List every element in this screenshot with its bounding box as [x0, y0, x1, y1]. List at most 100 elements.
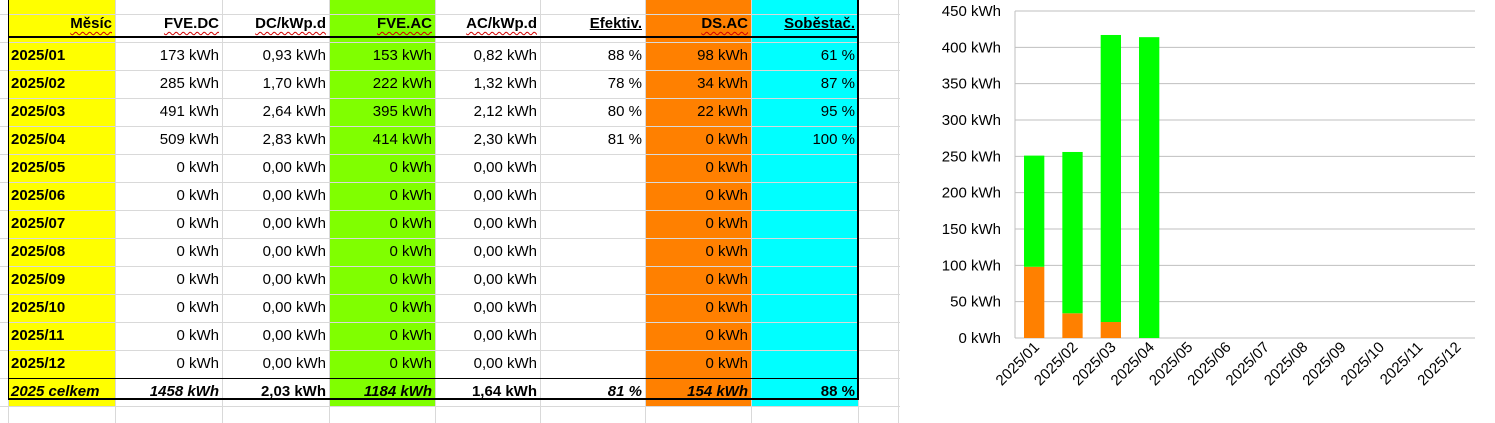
total-dc-kwp[interactable]: 2,03 kWh	[260, 383, 326, 400]
cell-fve-dc[interactable]: 0 kWh	[176, 355, 219, 372]
cell-dc-kwp[interactable]: 0,00 kWh	[262, 299, 326, 316]
cell-dc-kwp[interactable]: 0,00 kWh	[262, 355, 326, 372]
header-fve-ac[interactable]: FVE.AC	[376, 15, 432, 32]
cell-fve-dc[interactable]: 173 kWh	[159, 47, 219, 64]
cell-dc-kwp[interactable]: 2,64 kWh	[262, 103, 326, 120]
header-dc-kwp[interactable]: DC/kWp.d	[255, 15, 326, 32]
cell-sobestac[interactable]	[751, 322, 858, 350]
cell-fve-ac[interactable]: 153 kWh	[372, 47, 432, 64]
cell-sobestac[interactable]	[751, 182, 858, 210]
row-month-cell[interactable]: 2025/09	[11, 271, 66, 288]
cell-ds-ac[interactable]: 0 kWh	[705, 355, 748, 372]
cell-sobestac[interactable]: 100 %	[812, 131, 855, 148]
cell-ac-kwp[interactable]: 0,00 kWh	[473, 243, 537, 260]
cell-ac-kwp[interactable]: 0,00 kWh	[473, 271, 537, 288]
cell-dc-kwp[interactable]: 1,70 kWh	[262, 75, 326, 92]
cell-ds-ac[interactable]: 0 kWh	[705, 271, 748, 288]
cell-sobestac[interactable]	[751, 350, 858, 378]
cell-fve-dc[interactable]: 0 kWh	[176, 159, 219, 176]
cell-ac-kwp[interactable]: 2,30 kWh	[473, 131, 537, 148]
cell-ds-ac[interactable]: 0 kWh	[705, 327, 748, 344]
total-sobestac[interactable]: 88 %	[820, 383, 855, 400]
header-fve-dc[interactable]: FVE.DC	[163, 15, 219, 32]
cell-efektiv[interactable]: 88 %	[607, 47, 642, 64]
cell-ds-ac[interactable]: 0 kWh	[705, 131, 748, 148]
total-efektiv[interactable]: 81 %	[607, 383, 642, 400]
cell-dc-kwp[interactable]: 0,00 kWh	[262, 243, 326, 260]
cell-fve-ac[interactable]: 222 kWh	[372, 75, 432, 92]
cell-dc-kwp[interactable]: 0,00 kWh	[262, 327, 326, 344]
cell-efektiv[interactable]: 80 %	[607, 103, 642, 120]
cell-ds-ac[interactable]: 22 kWh	[697, 103, 748, 120]
cell-ac-kwp[interactable]: 1,32 kWh	[473, 75, 537, 92]
header-ds-ac[interactable]: DS.AC	[701, 15, 748, 32]
cell-fve-ac[interactable]: 0 kWh	[389, 299, 432, 316]
cell-fve-ac[interactable]: 0 kWh	[389, 243, 432, 260]
cell-efektiv[interactable]	[540, 322, 645, 350]
cell-ac-kwp[interactable]: 0,00 kWh	[473, 355, 537, 372]
total-ds-ac[interactable]: 154 kWh	[687, 383, 748, 400]
cell-fve-dc[interactable]: 0 kWh	[176, 327, 219, 344]
cell-fve-ac[interactable]: 0 kWh	[389, 215, 432, 232]
cell-efektiv[interactable]	[540, 210, 645, 238]
cell-fve-dc[interactable]: 509 kWh	[159, 131, 219, 148]
cell-fve-dc[interactable]: 0 kWh	[176, 243, 219, 260]
cell-fve-ac[interactable]: 414 kWh	[372, 131, 432, 148]
cell-efektiv[interactable]	[540, 294, 645, 322]
row-month-cell[interactable]: 2025/11	[11, 327, 65, 344]
cell-dc-kwp[interactable]: 0,00 kWh	[262, 187, 326, 204]
cell-ac-kwp[interactable]: 0,00 kWh	[473, 327, 537, 344]
total-fve-ac[interactable]: 1184 kWh	[363, 383, 432, 400]
total-label[interactable]: 2025 celkem	[11, 383, 100, 400]
cell-ac-kwp[interactable]: 0,00 kWh	[473, 215, 537, 232]
cell-fve-ac[interactable]: 0 kWh	[389, 187, 432, 204]
cell-efektiv[interactable]	[540, 266, 645, 294]
cell-sobestac[interactable]: 61 %	[820, 47, 855, 64]
cell-ds-ac[interactable]: 0 kWh	[705, 299, 748, 316]
cell-ds-ac[interactable]: 34 kWh	[697, 75, 748, 92]
cell-sobestac[interactable]	[751, 238, 858, 266]
cell-efektiv[interactable]	[540, 182, 645, 210]
row-month-cell[interactable]: 2025/05	[11, 159, 66, 176]
cell-fve-ac[interactable]: 395 kWh	[372, 103, 432, 120]
cell-fve-ac[interactable]: 0 kWh	[389, 327, 432, 344]
cell-ds-ac[interactable]: 0 kWh	[705, 187, 748, 204]
cell-ds-ac[interactable]: 0 kWh	[705, 215, 748, 232]
cell-fve-ac[interactable]: 0 kWh	[389, 355, 432, 372]
cell-fve-ac[interactable]: 0 kWh	[389, 271, 432, 288]
row-month-cell[interactable]: 2025/02	[11, 75, 66, 92]
row-month-cell[interactable]: 2025/04	[11, 131, 66, 148]
header-month[interactable]: Měsíc	[70, 15, 112, 32]
cell-sobestac[interactable]: 95 %	[820, 103, 855, 120]
cell-fve-dc[interactable]: 491 kWh	[159, 103, 219, 120]
cell-efektiv[interactable]	[540, 238, 645, 266]
total-fve-dc[interactable]: 1458 kWh	[149, 383, 219, 400]
cell-fve-dc[interactable]: 0 kWh	[176, 271, 219, 288]
cell-sobestac[interactable]	[751, 294, 858, 322]
cell-dc-kwp[interactable]: 2,83 kWh	[262, 131, 326, 148]
cell-dc-kwp[interactable]: 0,00 kWh	[262, 159, 326, 176]
cell-efektiv[interactable]: 81 %	[607, 131, 642, 148]
row-month-cell[interactable]: 2025/12	[11, 355, 66, 372]
cell-fve-dc[interactable]: 0 kWh	[176, 299, 219, 316]
cell-ds-ac[interactable]: 0 kWh	[705, 243, 748, 260]
cell-sobestac[interactable]: 87 %	[820, 75, 855, 92]
cell-ac-kwp[interactable]: 0,00 kWh	[473, 187, 537, 204]
cell-ac-kwp[interactable]: 2,12 kWh	[473, 103, 537, 120]
cell-fve-dc[interactable]: 0 kWh	[176, 187, 219, 204]
cell-dc-kwp[interactable]: 0,00 kWh	[262, 215, 326, 232]
header-sobestac[interactable]: Soběstač.	[784, 15, 855, 32]
cell-fve-ac[interactable]: 0 kWh	[389, 159, 432, 176]
cell-sobestac[interactable]	[751, 154, 858, 182]
header-efektiv[interactable]: Efektiv.	[589, 15, 642, 32]
header-ac-kwp[interactable]: AC/kWp.d	[466, 15, 537, 32]
cell-efektiv[interactable]	[540, 154, 645, 182]
row-month-cell[interactable]: 2025/10	[11, 299, 66, 316]
cell-ac-kwp[interactable]: 0,82 kWh	[473, 47, 537, 64]
row-month-cell[interactable]: 2025/06	[11, 187, 66, 204]
cell-dc-kwp[interactable]: 0,93 kWh	[262, 47, 326, 64]
cell-ac-kwp[interactable]: 0,00 kWh	[473, 159, 537, 176]
cell-fve-dc[interactable]: 0 kWh	[176, 215, 219, 232]
total-ac-kwp[interactable]: 1,64 kWh	[471, 383, 537, 400]
cell-dc-kwp[interactable]: 0,00 kWh	[262, 271, 326, 288]
